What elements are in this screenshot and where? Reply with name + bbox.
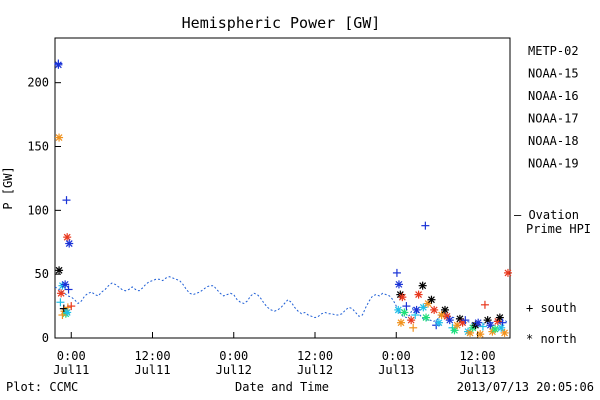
legend-south-marker: + south [526,301,577,315]
x-tick-label-time: 12:00 [134,349,170,363]
chart-title: Hemispheric Power [GW] [182,14,381,32]
south-point [63,303,72,312]
north-point [55,266,64,275]
north-point [396,318,405,327]
legend-entry-noaa-16: NOAA-16 [528,89,579,103]
north-point [412,305,421,314]
plot-frame [54,37,511,339]
x-tick-label-date: Jul11 [53,363,89,377]
north-point [55,133,64,142]
north-point [486,321,495,330]
south-point [421,221,430,230]
footer-credit: Plot: CCMC [6,380,78,394]
north-point [400,308,409,317]
north-point [476,330,485,339]
legend-north-marker: * north [526,332,577,346]
y-tick-label: 0 [42,331,49,345]
south-point [409,323,418,332]
north-point [497,323,506,332]
north-point [441,305,449,314]
south-point [67,302,76,311]
north-point [418,281,427,290]
y-axis-ticks: 0 50 100 150 200 [27,76,61,345]
south-point [56,298,65,307]
north-point [57,289,66,298]
south-point [64,285,73,294]
legend-entry-noaa-18: NOAA-18 [528,134,579,148]
north-point [430,305,439,314]
south-point [461,316,470,325]
legend-entry-noaa-17: NOAA-17 [528,112,579,126]
x-tick-label-time: 0:00 [382,349,411,363]
x-tick-label-date: Jul11 [134,363,170,377]
north-point [398,293,407,302]
south-point [478,322,487,331]
north-point [437,311,446,320]
x-axis-label: Date and Time [235,380,329,394]
x-tick-label-time: 0:00 [219,349,248,363]
north-point [407,316,416,325]
x-tick-label-date: Jul12 [216,363,252,377]
north-point [61,280,70,289]
y-tick-label: 50 [35,267,49,281]
y-axis-label: P [GW] [1,166,15,209]
north-point [500,328,509,337]
x-tick-label-date: Jul13 [459,363,495,377]
legend-model-line2: Prime HPI [526,222,591,236]
south-point [411,311,420,320]
legend-entry-noaa-15: NOAA-15 [528,67,579,81]
x-tick-label-time: 12:00 [297,349,333,363]
north-point [394,305,403,314]
north-point [450,326,459,335]
north-point [503,268,512,277]
north-point [427,295,436,304]
north-point [422,313,431,322]
north-point [434,318,443,327]
ovation-model-line [54,276,509,326]
x-axis-ticks: 0:00Jul1112:00Jul110:00Jul1212:00Jul120:… [53,332,496,377]
y-tick-label: 150 [27,140,49,154]
north-point [491,325,500,334]
x-tick-label-time: 0:00 [57,349,86,363]
legend-entry-noaa-19: NOAA-19 [528,157,579,171]
south-point [498,318,507,327]
x-tick-label-date: Jul12 [297,363,333,377]
north-point [414,290,423,299]
north-point [493,317,502,326]
south-point [59,304,68,313]
south-point [62,196,71,205]
south-point [392,268,401,277]
north-point [63,233,72,242]
north-point [474,318,483,327]
y-tick-label: 100 [27,203,49,217]
north-point [65,239,74,248]
footer-timestamp: 2013/07/13 20:05:06 [457,380,594,394]
satellite-points [54,59,512,339]
south-point [58,311,67,320]
legend-model-line1: — Ovation [514,208,579,222]
south-point [54,59,63,68]
south-point [402,302,411,311]
ovation-model-series [54,276,509,326]
north-point [495,313,504,322]
x-tick-label-time: 12:00 [459,349,495,363]
north-point [394,280,403,289]
north-point [419,303,428,312]
y-tick-label: 200 [27,76,49,90]
north-point [445,316,454,325]
x-tick-label-date: Jul13 [378,363,414,377]
legend-entry-metp-02: METP-02 [528,44,579,58]
legend: METP-02 NOAA-15 NOAA-16 NOAA-17 NOAA-18 NOAA-… [514,44,591,346]
south-point [480,300,489,309]
